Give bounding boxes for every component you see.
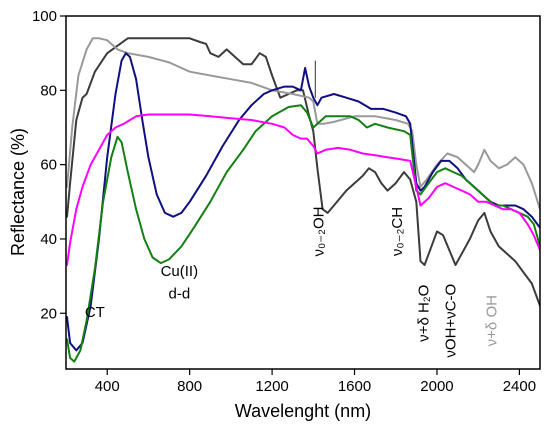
- series-line-5: [66, 113, 540, 266]
- x-tick-label: 400: [95, 378, 120, 395]
- series-layer: [66, 37, 540, 363]
- annotations-layer: CT Cu(II) d-d ν₀₋₂OH ν₀₋₂CH ν+δ H₂O νOH+νC-O ν+…: [85, 207, 501, 358]
- annotation-label: ν+δ OH: [484, 295, 501, 346]
- plot-frame: [65, 15, 541, 370]
- y-axis-title: Reflectance (%): [8, 128, 28, 256]
- x-axis-title: Wavelenght (nm): [235, 401, 371, 421]
- x-tick-label: 1200: [255, 378, 288, 395]
- annotation-label: Cu(II): [161, 263, 199, 280]
- series-line-3: [66, 52, 540, 352]
- annotation-label: d-d: [169, 285, 191, 302]
- annotation-label: ν₀₋₂OH: [311, 207, 328, 257]
- x-tick-label: 800: [177, 378, 202, 395]
- annotation-label: νOH+νC-O: [443, 284, 460, 358]
- series-line-4: [66, 104, 540, 363]
- annotation-label: ν+δ H₂O: [416, 285, 433, 342]
- y-axis: 20 40 60 80 100: [32, 8, 66, 322]
- x-axis: 400 800 1200 1600 2000 2400: [95, 369, 536, 395]
- series-line-1: [66, 37, 540, 307]
- y-tick-label: 40: [40, 231, 57, 248]
- x-tick-label: 2400: [503, 378, 536, 395]
- y-tick-label: 100: [32, 8, 57, 25]
- y-tick-label: 80: [40, 82, 57, 99]
- annotation-label: CT: [85, 304, 105, 321]
- y-tick-label: 20: [40, 305, 57, 322]
- x-tick-label: 2000: [420, 378, 453, 395]
- series-line-2: [66, 37, 540, 211]
- x-tick-label: 1600: [338, 378, 371, 395]
- y-tick-label: 60: [40, 157, 57, 174]
- annotation-label: ν₀₋₂CH: [389, 207, 406, 256]
